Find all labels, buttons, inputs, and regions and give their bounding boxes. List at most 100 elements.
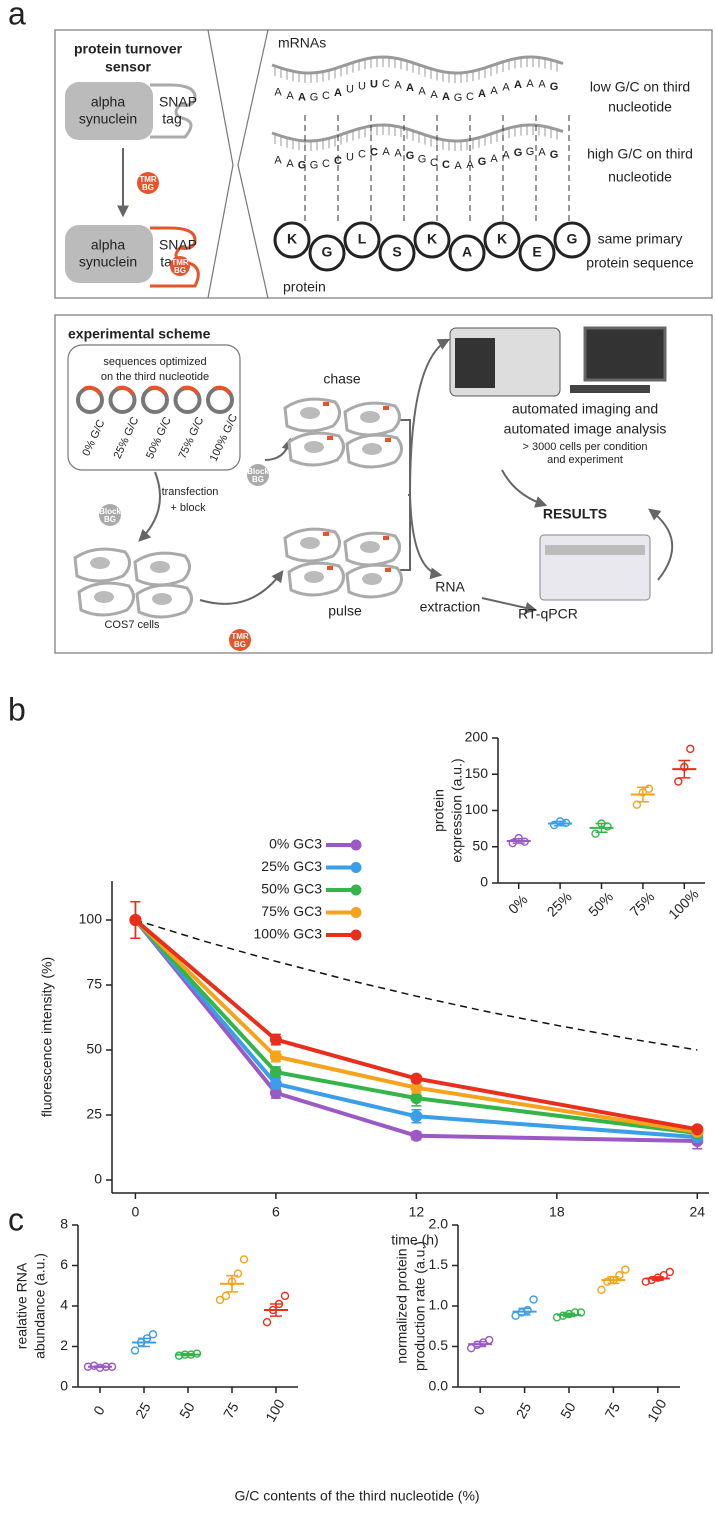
label: chase <box>323 371 361 387</box>
block-bg <box>247 464 269 486</box>
synuclein <box>65 82 153 140</box>
arrow <box>648 508 674 581</box>
label: same primary <box>598 231 683 247</box>
tmr-bg <box>229 629 251 651</box>
label: high G/C on third <box>587 146 693 162</box>
amino-acid <box>378 234 416 272</box>
nucleotide: G <box>526 146 535 158</box>
nucleotide: C <box>370 146 378 158</box>
label: TMR <box>231 632 249 641</box>
nucleotide: C <box>466 91 474 103</box>
legend-swatch <box>350 862 362 873</box>
data-point <box>529 1295 538 1304</box>
y-tick-label: 4 <box>60 1297 68 1313</box>
label-dot <box>385 438 391 442</box>
x-tick-label: 100 <box>644 1396 670 1424</box>
panel-label: b <box>8 691 26 727</box>
amino-letter: G <box>322 244 333 260</box>
y-tick-label: 25 <box>86 1106 102 1122</box>
nucleotide: G <box>514 147 523 159</box>
nucleotide: C <box>358 148 366 160</box>
nucleus <box>362 573 382 585</box>
y-tick-label: 0.5 <box>429 1337 449 1353</box>
plasmid-label: 75% G/C <box>177 415 207 461</box>
x-tick-label: 75% <box>626 889 657 920</box>
error-bar <box>474 1340 487 1348</box>
nucleotide: G <box>478 156 487 168</box>
tmr-bg <box>137 172 159 194</box>
data-point <box>269 1033 282 1046</box>
label-dot <box>327 566 333 570</box>
nucleotide: U <box>346 84 354 96</box>
data-point <box>410 1110 423 1123</box>
x-tick-label: 25 <box>132 1399 154 1421</box>
data-point <box>221 1291 231 1301</box>
legend-label: 50% GC3 <box>261 881 322 897</box>
error-bar <box>563 1312 575 1318</box>
nucleotide: U <box>370 78 378 90</box>
x-tick-label: 24 <box>690 1204 706 1220</box>
label: > 3000 cells per condition <box>522 441 647 453</box>
amino-letter: G <box>567 231 578 247</box>
nucleotide: C <box>322 158 330 170</box>
arrow <box>501 469 548 508</box>
label: SNAP <box>159 94 197 110</box>
plasmid-gene <box>83 385 102 396</box>
nucleotide: G <box>550 149 559 161</box>
label: RNA <box>435 579 465 595</box>
nucleotide: A <box>478 88 486 100</box>
label-dot <box>383 406 389 410</box>
data-point <box>262 1317 272 1327</box>
nucleotide: A <box>394 147 402 159</box>
y-tick-label: 150 <box>465 765 489 781</box>
y-tick-label: 0.0 <box>429 1378 449 1394</box>
nucleus <box>300 537 320 549</box>
amino-letter: A <box>462 244 472 260</box>
nucleus <box>304 571 324 583</box>
nucleus <box>300 407 320 419</box>
y-tick-label: 1.5 <box>429 1256 449 1272</box>
figure-x-label: G/C contents of the third nucleotide (%) <box>234 1488 479 1504</box>
nucleotide: A <box>382 146 390 158</box>
label: BG <box>234 640 246 649</box>
error-bar <box>512 838 525 844</box>
amino-acid <box>553 221 591 259</box>
y-tick-label: 0 <box>480 874 488 890</box>
diagram: a b c protein turnover sensor alpha synu… <box>8 0 713 1237</box>
label: TMR <box>139 175 157 184</box>
label: transfection <box>162 486 219 498</box>
nucleotide: A <box>502 81 510 93</box>
plasmid-gene <box>180 385 200 396</box>
snap-tag <box>150 83 197 139</box>
nucleotide: G <box>418 154 427 166</box>
nucleus <box>90 557 110 569</box>
legend-label: 0% GC3 <box>269 836 322 852</box>
nucleotide: G <box>550 81 559 93</box>
label-dot <box>323 532 329 536</box>
error-bar <box>554 820 567 827</box>
label: BG <box>174 266 186 275</box>
plasmid-gene <box>148 385 167 396</box>
arrow <box>264 437 294 461</box>
y-tick-label: 0 <box>94 1171 102 1187</box>
nucleotide: G <box>310 92 319 104</box>
error-bar <box>636 786 649 803</box>
error-bar <box>595 822 608 833</box>
data-point <box>233 1269 243 1278</box>
error-bar <box>94 1365 106 1369</box>
error-bar <box>678 759 691 779</box>
x-tick-label: 25 <box>513 1399 535 1421</box>
label: COS7 cells <box>104 619 160 631</box>
keyboard <box>570 385 650 393</box>
amino-letter: K <box>287 231 297 247</box>
label: mRNAs <box>278 35 326 51</box>
data-point <box>485 1335 494 1345</box>
series-line <box>134 918 698 1134</box>
error-bar <box>607 1276 620 1285</box>
label: nucleotide <box>608 169 672 185</box>
nucleotide: A <box>514 79 522 91</box>
x-tick-label: 100 <box>262 1396 288 1424</box>
nucleotide: A <box>526 78 534 90</box>
label: tag <box>162 111 181 127</box>
label: Block <box>247 467 269 476</box>
